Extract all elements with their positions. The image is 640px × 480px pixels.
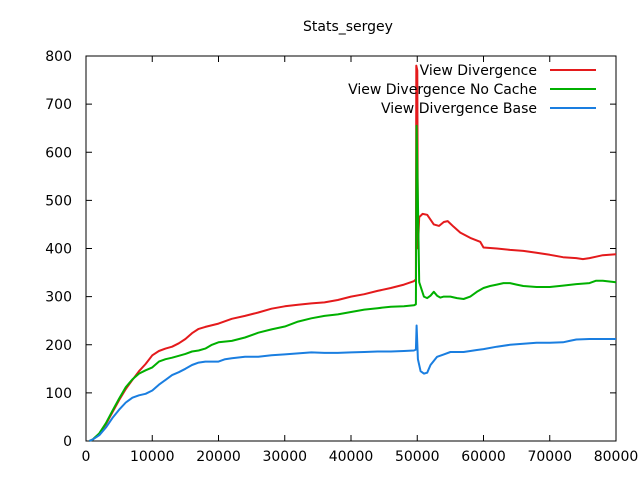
series-group <box>88 64 617 442</box>
x-tick-label: 80000 <box>594 449 639 465</box>
legend-label: View Divergence Base <box>381 101 537 117</box>
x-tick-label: 10000 <box>130 449 175 465</box>
x-tick-label: 20000 <box>196 449 241 465</box>
series-line-1 <box>88 64 617 442</box>
x-tick-label: 30000 <box>262 449 307 465</box>
series-line-2 <box>88 124 617 442</box>
y-tick-label: 700 <box>45 97 72 113</box>
x-tick-label: 70000 <box>527 449 572 465</box>
x-tick-label: 0 <box>82 449 91 465</box>
y-tick-label: 800 <box>45 49 72 65</box>
series-line-3 <box>88 324 616 442</box>
y-tick-label: 400 <box>45 242 72 258</box>
x-tick-label: 60000 <box>461 449 506 465</box>
y-tick-label: 600 <box>45 145 72 161</box>
y-tick-label: 100 <box>45 386 72 402</box>
legend: View Divergence View Divergence No Cache V… <box>348 63 596 117</box>
y-tick-label: 300 <box>45 290 72 306</box>
x-tick-label: 40000 <box>329 449 374 465</box>
legend-label: View Divergence <box>420 63 537 79</box>
legend-label: View Divergence No Cache <box>348 82 537 98</box>
y-tick-label: 500 <box>45 193 72 209</box>
chart-title: Stats_sergey <box>303 19 393 35</box>
axis-ticks: 0 10000 20000 30000 40000 50000 60000 70000 8000… <box>45 49 638 465</box>
x-tick-label: 50000 <box>395 449 440 465</box>
y-tick-label: 200 <box>45 338 72 354</box>
y-tick-label: 0 <box>63 434 72 450</box>
